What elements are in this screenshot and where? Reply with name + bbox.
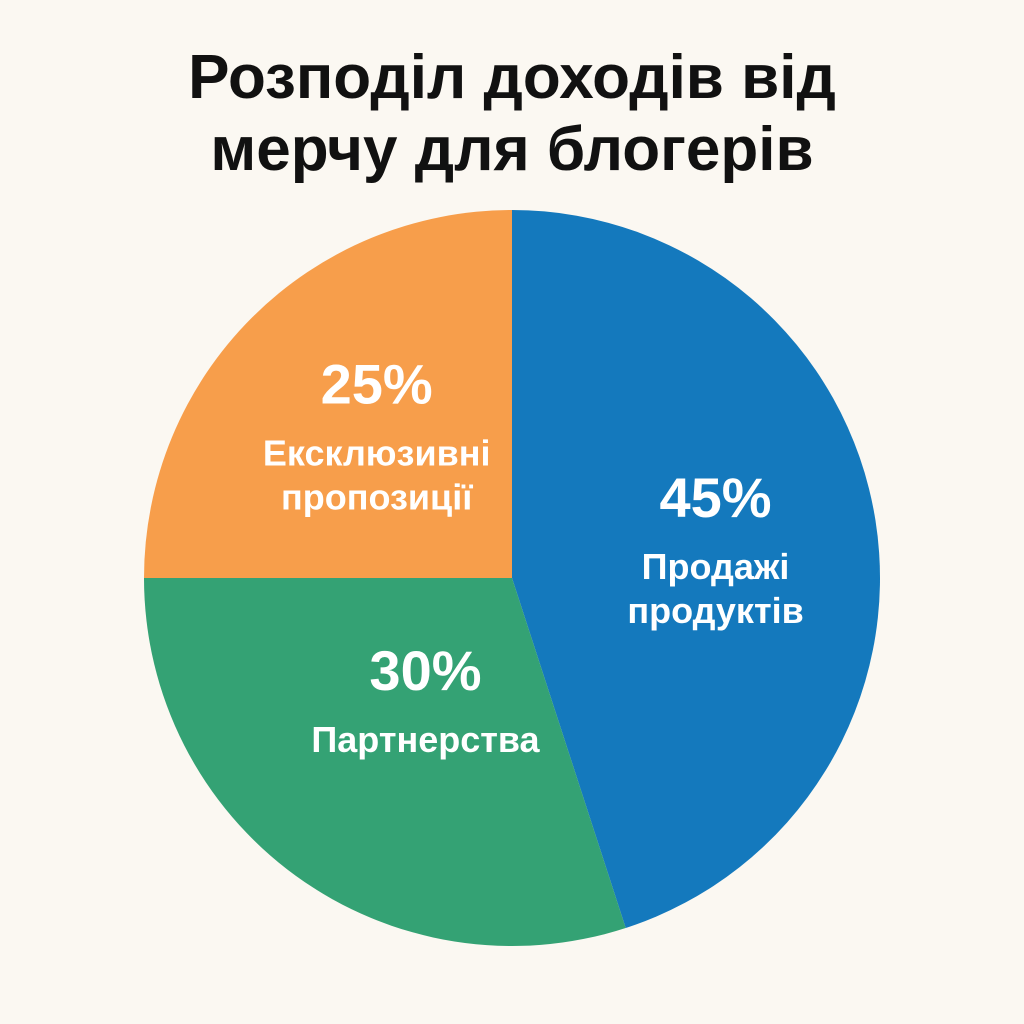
chart-title-line-1: Розподіл доходів від bbox=[188, 43, 836, 112]
slice-category-label-1-line-0: Партнерства bbox=[311, 719, 540, 760]
slice-category-label-2-line-1: пропозиції bbox=[281, 477, 473, 518]
slice-value-label-2: 25% bbox=[321, 353, 433, 416]
slice-category-label-0-line-1: продуктів bbox=[627, 590, 803, 631]
pie-slice-0 bbox=[512, 210, 880, 928]
slice-value-label-1: 30% bbox=[369, 639, 481, 702]
pie-slices bbox=[144, 210, 880, 946]
pie-slice-1 bbox=[144, 578, 626, 946]
slice-category-label-2-line-0: Ексклюзивні bbox=[263, 433, 491, 474]
chart-title-line-2: мерчу для блогерів bbox=[210, 115, 814, 184]
chart-title: Розподіл доходів від мерчу для блогерів bbox=[0, 42, 1024, 186]
slice-value-label-0: 45% bbox=[659, 466, 771, 529]
slice-category-label-0-line-0: Продажі bbox=[642, 546, 790, 587]
pie-slice-2 bbox=[144, 210, 512, 578]
